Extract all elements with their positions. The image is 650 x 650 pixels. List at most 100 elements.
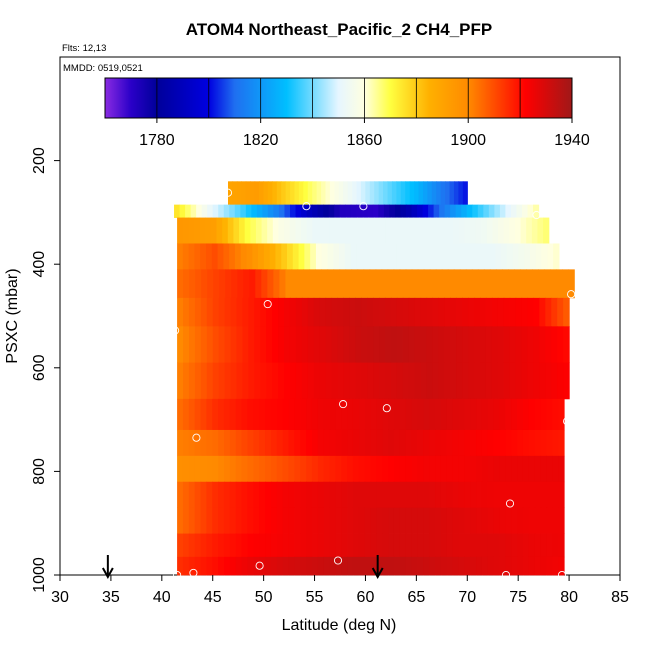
sample-points — [167, 172, 576, 580]
heat-cell — [174, 204, 181, 218]
heat-cell — [222, 217, 229, 244]
heat-cell — [340, 217, 347, 244]
heat-cell — [466, 243, 473, 270]
heat-cell — [557, 326, 564, 364]
heat-cell — [509, 297, 517, 327]
heat-cell — [255, 269, 262, 299]
heat-cell — [444, 297, 451, 327]
heat-cell — [247, 455, 254, 483]
heat-cell — [298, 243, 305, 270]
heat-cell — [194, 398, 202, 431]
heat-cell — [294, 481, 301, 509]
heat-cell — [300, 398, 307, 431]
heat-cell — [411, 269, 419, 299]
heat-cell — [382, 533, 389, 558]
heat-cell — [379, 326, 386, 364]
heat-cell — [263, 181, 269, 206]
heat-cell — [449, 181, 455, 206]
sample-point — [171, 326, 180, 335]
heat-cell — [405, 556, 413, 576]
heat-cell — [388, 398, 395, 431]
heat-cell — [323, 481, 331, 509]
heat-cell — [225, 269, 232, 299]
heat-cell — [256, 204, 263, 218]
heat-cell — [446, 429, 454, 457]
heat-cell — [483, 204, 490, 218]
heat-cell — [528, 533, 536, 558]
heat-cell — [448, 243, 456, 270]
heat-cell — [265, 507, 272, 534]
heat-cell — [364, 429, 372, 457]
heat-cell — [432, 362, 440, 400]
flights-label: Flts: 12,13 — [62, 43, 106, 54]
heat-cell — [429, 269, 437, 299]
heat-cell — [188, 455, 196, 483]
heat-cell — [306, 481, 313, 509]
heat-cell — [522, 398, 530, 431]
heat-cell — [183, 326, 190, 364]
heat-cell — [313, 297, 321, 327]
heat-cell — [417, 533, 424, 558]
heat-cell — [378, 204, 385, 218]
heat-cell — [414, 362, 422, 400]
heat-cell — [316, 181, 322, 206]
heat-cell — [367, 204, 374, 218]
heat-cell — [497, 297, 505, 327]
heat-cell — [311, 556, 319, 576]
heat-cell — [200, 455, 207, 483]
flight-arrow-head — [371, 567, 384, 580]
heat-cell — [435, 455, 442, 483]
heat-cell — [229, 507, 237, 534]
heat-cell — [376, 455, 383, 483]
heat-cell — [369, 181, 375, 206]
heat-cell — [389, 204, 396, 218]
heat-cell — [481, 398, 489, 431]
heat-cell — [464, 533, 471, 558]
heat-cell — [491, 326, 499, 364]
heat-cell — [532, 269, 539, 299]
heat-cell — [429, 481, 436, 509]
heat-cell — [237, 269, 244, 299]
heat-cell — [235, 507, 243, 534]
heat-cell — [423, 556, 430, 576]
heat-cell — [534, 429, 542, 457]
heat-cell — [517, 556, 524, 576]
heat-cell — [223, 398, 231, 431]
heat-cell — [245, 204, 252, 218]
heat-cell — [551, 326, 558, 364]
heat-cell — [218, 556, 225, 576]
heat-cell — [306, 398, 313, 431]
heat-cell — [464, 217, 471, 244]
heat-cell — [458, 533, 465, 558]
heat-cell — [521, 204, 529, 218]
heat-cell — [543, 217, 550, 244]
heat-cell — [303, 269, 311, 299]
heat-cell — [557, 297, 564, 327]
heat-cell — [282, 398, 290, 431]
heat-cell — [341, 429, 348, 457]
heat-cell — [441, 269, 449, 299]
heat-cell — [428, 204, 435, 218]
heat-cell — [260, 362, 267, 400]
heat-cell — [300, 481, 307, 509]
colorbar-bar — [104, 77, 573, 119]
heat-cell — [270, 398, 278, 431]
heat-cell — [529, 243, 537, 270]
heat-cell — [251, 204, 258, 218]
heat-cell — [505, 556, 512, 576]
heat-cell — [339, 243, 346, 270]
heat-cell — [517, 481, 524, 509]
heat-cell — [440, 507, 448, 534]
heat-cell — [270, 556, 278, 576]
heat-cell — [444, 204, 451, 218]
heat-cell — [486, 217, 494, 244]
heat-cell — [347, 556, 354, 576]
heat-cell — [182, 398, 190, 431]
heat-cell — [429, 398, 436, 431]
heat-cell — [528, 556, 536, 576]
heat-cell — [300, 455, 307, 483]
heat-cell — [282, 507, 290, 534]
heat-cell — [445, 181, 451, 206]
heat-cell — [231, 269, 238, 299]
x-tick-label: 40 — [153, 589, 171, 606]
